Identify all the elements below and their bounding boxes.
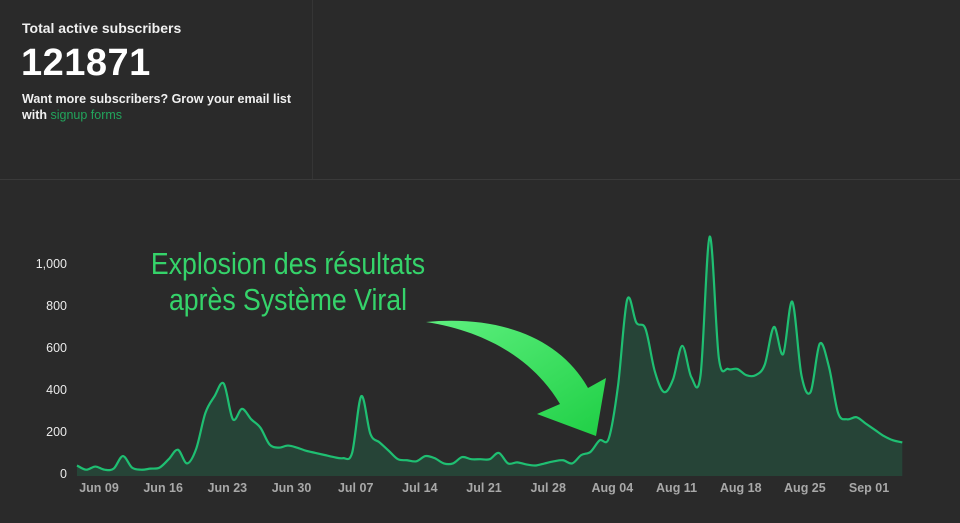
y-tick-label: 400	[46, 383, 67, 397]
annotation-line-2: après Système Viral	[168, 282, 408, 317]
x-tick-label: Jul 21	[466, 481, 502, 495]
summary-title: Total active subscribers	[22, 20, 182, 36]
chart-area-fill	[77, 236, 903, 476]
annotation-line-1: Explosion des résultats	[150, 246, 426, 281]
summary-desc-text: Want more subscribers? Grow your email l…	[22, 92, 292, 122]
chart-line	[76, 235, 903, 472]
x-tick-label: Aug 11	[656, 481, 698, 495]
y-tick-label: 1,000	[35, 257, 67, 271]
summary-description: Want more subscribers? Grow your email l…	[22, 91, 302, 123]
total-subscribers-value: 121871	[21, 42, 151, 84]
x-tick-label: Jul 07	[337, 481, 374, 495]
x-tick-label: Jun 23	[207, 481, 248, 495]
x-tick-label: Jul 28	[530, 481, 566, 495]
y-tick-label: 200	[46, 425, 67, 439]
x-tick-label: Jun 16	[143, 481, 183, 495]
x-tick-label: Aug 04	[591, 481, 634, 495]
y-tick-label: 600	[46, 341, 67, 355]
subscribers-summary-card: Total active subscribers 121871 Want mor…	[0, 0, 313, 179]
x-tick-label: Jun 09	[79, 481, 119, 495]
annotation-arrow-icon	[426, 320, 606, 436]
y-tick-label: 800	[46, 299, 67, 313]
annotation-text: Explosion des résultats après Système Vi…	[150, 246, 425, 318]
section-divider	[0, 179, 960, 180]
x-tick-label: Aug 18	[719, 481, 762, 495]
x-tick-label: Sep 01	[848, 481, 890, 495]
signup-forms-link[interactable]: signup forms	[50, 108, 123, 122]
y-tick-label: 0	[60, 467, 67, 481]
x-tick-label: Jun 30	[271, 481, 312, 495]
x-tick-label: Aug 25	[784, 481, 826, 495]
x-tick-label: Jul 14	[402, 481, 438, 495]
